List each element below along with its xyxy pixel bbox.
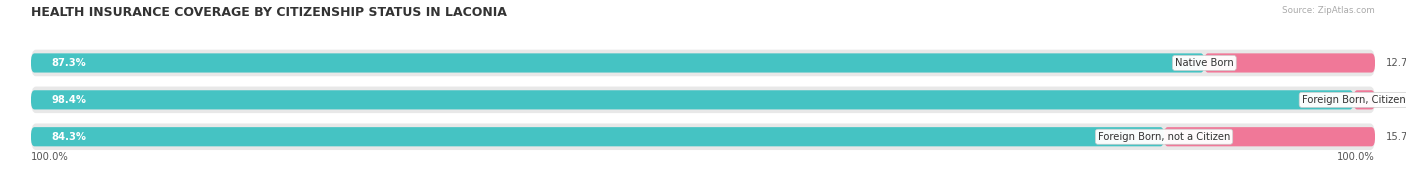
Text: HEALTH INSURANCE COVERAGE BY CITIZENSHIP STATUS IN LACONIA: HEALTH INSURANCE COVERAGE BY CITIZENSHIP… xyxy=(31,6,506,19)
FancyBboxPatch shape xyxy=(31,127,1164,146)
FancyBboxPatch shape xyxy=(1354,90,1375,109)
FancyBboxPatch shape xyxy=(31,87,1375,113)
Text: 1.6%: 1.6% xyxy=(1386,95,1406,105)
Text: 84.3%: 84.3% xyxy=(51,132,86,142)
Text: 87.3%: 87.3% xyxy=(51,58,86,68)
Text: 12.7%: 12.7% xyxy=(1386,58,1406,68)
FancyBboxPatch shape xyxy=(31,90,1354,109)
FancyBboxPatch shape xyxy=(31,123,1375,150)
Text: Native Born: Native Born xyxy=(1175,58,1233,68)
FancyBboxPatch shape xyxy=(1164,127,1375,146)
Text: Source: ZipAtlas.com: Source: ZipAtlas.com xyxy=(1282,6,1375,15)
FancyBboxPatch shape xyxy=(1205,53,1375,73)
Text: Foreign Born, not a Citizen: Foreign Born, not a Citizen xyxy=(1098,132,1230,142)
FancyBboxPatch shape xyxy=(31,50,1375,76)
Text: Foreign Born, Citizen: Foreign Born, Citizen xyxy=(1302,95,1406,105)
Text: 15.7%: 15.7% xyxy=(1386,132,1406,142)
Text: 100.0%: 100.0% xyxy=(31,152,69,162)
Text: 100.0%: 100.0% xyxy=(1337,152,1375,162)
FancyBboxPatch shape xyxy=(31,53,1205,73)
Text: 98.4%: 98.4% xyxy=(51,95,86,105)
